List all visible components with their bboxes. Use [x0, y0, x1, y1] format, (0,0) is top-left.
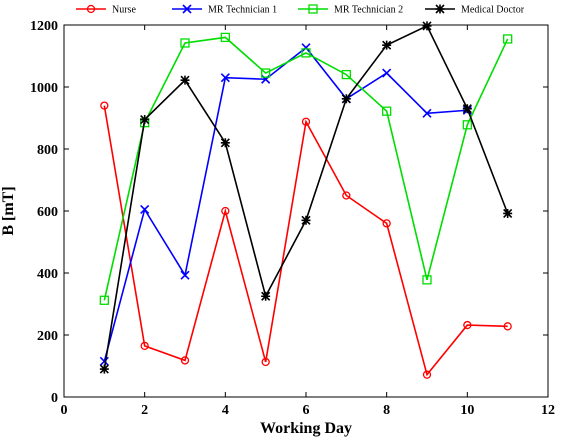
y-axis-title: B [mT] [0, 186, 17, 235]
data-point-nurse [100, 101, 109, 110]
x-tick-label: 0 [61, 403, 68, 418]
data-point-mr-technician-2 [301, 48, 311, 58]
legend-label-medical-doctor: Medical Doctor [461, 5, 525, 16]
series-layer [99, 21, 513, 379]
series-line-mr-technician-2 [103, 36, 509, 301]
y-tick-label: 800 [37, 143, 58, 158]
plot-area [63, 24, 549, 398]
data-point-medical-doctor [261, 291, 271, 301]
legend-marker-mr-technician-2 [308, 4, 318, 14]
x-tick-label: 4 [222, 403, 229, 418]
y-tick-label: 1200 [30, 19, 58, 34]
legend-label-mr-technician-2: MR Technician 2 [334, 5, 403, 16]
series-mr-technician-2 [99, 32, 513, 305]
y-tick-label: 1000 [30, 81, 58, 96]
data-point-mr-technician-1 [140, 204, 150, 215]
data-point-nurse [463, 320, 472, 330]
data-point-mr-technician-2 [422, 275, 432, 285]
x-tick-label: 6 [303, 403, 310, 418]
legend-entry-nurse: Nurse [76, 5, 136, 16]
x-tick-label: 2 [141, 403, 148, 418]
y-tick-label: 600 [37, 205, 58, 220]
series-line-nurse [103, 105, 508, 377]
axes-layer: 0 2 4 6 8 10 12 0 200 400 600 800 1000 1200 [30, 19, 555, 418]
data-point-nurse [503, 322, 512, 331]
data-point-medical-doctor [341, 94, 351, 104]
data-point-nurse [221, 206, 230, 216]
data-point-mr-technician-2 [99, 295, 109, 305]
data-point-nurse [342, 191, 351, 200]
y-tick-label: 0 [51, 391, 58, 406]
data-point-mr-technician-1 [220, 73, 230, 83]
legend-label-nurse: Nurse [112, 5, 136, 16]
legend-entry-mr-technician-1: MR Technician 1 [172, 4, 277, 16]
data-point-medical-doctor [382, 40, 392, 50]
data-point-medical-doctor [462, 104, 472, 114]
data-point-nurse [422, 370, 432, 379]
plot-frame [63, 24, 549, 398]
y-tick-label: 400 [37, 267, 58, 282]
data-point-medical-doctor [99, 364, 109, 374]
legend-label-mr-technician-1: MR Technician 1 [208, 5, 277, 16]
data-point-nurse [140, 341, 149, 351]
series-nurse [100, 101, 512, 379]
data-point-nurse [301, 117, 311, 126]
data-point-nurse [180, 356, 190, 365]
data-point-nurse [382, 219, 391, 228]
x-tick-label: 12 [541, 403, 555, 418]
data-point-medical-doctor [180, 75, 190, 85]
data-point-mr-technician-2 [341, 69, 351, 80]
legend-marker-mr-technician-1 [182, 4, 192, 14]
data-point-nurse [261, 357, 270, 367]
data-point-medical-doctor [220, 138, 230, 148]
data-point-mr-technician-1 [180, 270, 190, 280]
data-point-mr-technician-1 [99, 356, 109, 366]
series-medical-doctor [99, 21, 513, 374]
data-point-mr-technician-2 [180, 38, 190, 48]
x-tick-label: 8 [383, 403, 390, 418]
data-point-medical-doctor [140, 114, 150, 125]
x-tick-label: 10 [460, 403, 474, 418]
data-point-medical-doctor [301, 215, 311, 225]
data-point-mr-technician-2 [382, 106, 392, 116]
data-point-medical-doctor [422, 21, 432, 31]
data-point-mr-technician-1 [422, 108, 432, 118]
legend-entry-medical-doctor: Medical Doctor [425, 4, 525, 16]
legend-entry-mr-technician-2: MR Technician 2 [298, 4, 403, 16]
legend-marker-medical-doctor [435, 4, 445, 14]
data-point-mr-technician-2 [261, 68, 271, 78]
data-point-mr-technician-1 [382, 68, 392, 78]
x-axis-title: Working Day [260, 420, 352, 437]
legend-marker-nurse [86, 4, 96, 14]
data-point-mr-technician-1 [301, 43, 311, 53]
data-point-mr-technician-2 [503, 34, 513, 44]
legend: Nurse MR Technician 1 MR Technician 2 Medic… [76, 4, 525, 16]
data-point-medical-doctor [503, 208, 513, 219]
data-point-mr-technician-2 [220, 32, 230, 43]
y-tick-label: 200 [37, 329, 58, 344]
data-point-mr-technician-2 [462, 120, 472, 130]
